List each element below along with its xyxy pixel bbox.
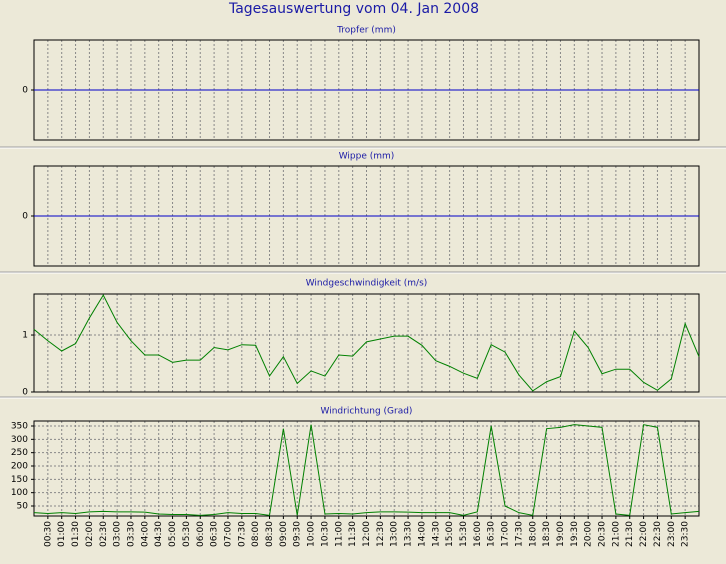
x-tick-label: 13:00 [390, 521, 400, 547]
x-tick-label: 08:00 [251, 521, 261, 547]
x-tick-label: 04:00 [140, 521, 150, 547]
y-tick-label: 0 [22, 86, 28, 96]
y-tick-label: 150 [11, 475, 28, 485]
x-tick-label: 14:00 [417, 521, 427, 547]
y-tick-label: 350 [11, 422, 28, 432]
x-tick-label: 04:30 [154, 521, 164, 547]
x-tick-label: 16:30 [487, 521, 497, 547]
x-tick-label: 19:00 [556, 521, 566, 547]
x-tick-label: 18:00 [528, 521, 538, 547]
x-tick-label: 15:00 [445, 521, 455, 547]
x-tick-label: 09:00 [279, 521, 289, 547]
x-tick-label: 01:30 [71, 521, 81, 547]
y-tick-label: 1 [22, 331, 28, 341]
x-tick-label: 03:00 [113, 521, 123, 547]
x-tick-label: 21:30 [625, 521, 635, 547]
x-tick-label: 15:30 [459, 521, 469, 547]
x-tick-label: 23:30 [681, 521, 691, 547]
y-tick-label: 0 [22, 212, 28, 222]
x-tick-label: 23:00 [667, 521, 677, 547]
x-tick-label: 14:30 [431, 521, 441, 547]
x-tick-label: 17:00 [501, 521, 511, 547]
data-line [33, 294, 700, 392]
x-tick-label: 10:30 [320, 521, 330, 547]
x-tick-label: 07:30 [237, 521, 247, 547]
x-tick-label: 16:00 [473, 521, 483, 547]
x-tick-label: 12:00 [362, 521, 372, 547]
y-tick-label: 250 [11, 448, 28, 458]
x-tick-label: 13:30 [404, 521, 414, 547]
x-tick-label: 10:00 [307, 521, 317, 547]
x-tick-label: 05:30 [182, 521, 192, 547]
x-tick-label: 12:30 [376, 521, 386, 547]
x-tick-label: 11:30 [348, 521, 358, 547]
x-tick-label: 01:00 [57, 521, 67, 547]
panel-title: Windrichtung (Grad) [321, 407, 413, 417]
x-tick-label: 22:30 [653, 521, 663, 547]
panel-title: Tropfer (mm) [336, 26, 396, 36]
x-tick-label: 18:30 [542, 521, 552, 547]
panel-title: Wippe (mm) [339, 152, 395, 162]
x-tick-label: 17:30 [514, 521, 524, 547]
panel-title: Windgeschwindigkeit (m/s) [306, 279, 428, 289]
x-tick-label: 05:00 [168, 521, 178, 547]
x-tick-label: 21:00 [611, 521, 621, 547]
x-tick-label: 00:30 [43, 521, 53, 547]
x-tick-label: 09:30 [293, 521, 303, 547]
y-tick-label: 100 [11, 488, 28, 498]
y-tick-label: 300 [11, 435, 28, 445]
data-line [33, 424, 700, 516]
x-tick-label: 20:30 [598, 521, 608, 547]
x-tick-label: 06:30 [210, 521, 220, 547]
x-tick-label: 06:00 [196, 521, 206, 547]
y-tick-label: 0 [22, 388, 28, 398]
page-title: Tagesauswertung vom 04. Jan 2008 [228, 1, 479, 17]
x-tick-label: 02:30 [99, 521, 109, 547]
plot-frame [33, 293, 700, 393]
x-tick-label: 08:30 [265, 521, 275, 547]
x-tick-label: 02:00 [85, 521, 95, 547]
y-tick-label: 200 [11, 462, 28, 472]
x-tick-label: 07:00 [223, 521, 233, 547]
x-tick-label: 19:30 [570, 521, 580, 547]
x-tick-label: 03:30 [126, 521, 136, 547]
x-tick-label: 22:00 [639, 521, 649, 547]
x-tick-label: 20:00 [584, 521, 594, 547]
y-tick-label: 50 [17, 502, 29, 512]
x-tick-label: 11:00 [334, 521, 344, 547]
